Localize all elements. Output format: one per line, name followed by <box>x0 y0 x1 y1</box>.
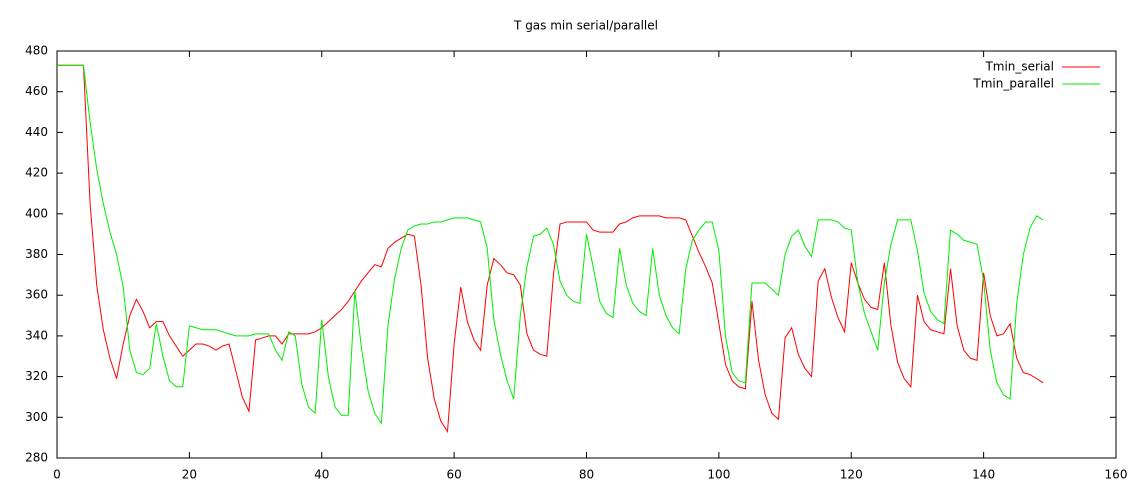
x-tick-label: 40 <box>314 468 329 482</box>
x-tick-label: 20 <box>182 468 197 482</box>
y-tick-label: 460 <box>25 84 48 98</box>
y-tick-label: 420 <box>25 166 48 180</box>
x-tick-label: 160 <box>1105 468 1128 482</box>
y-tick-label: 300 <box>25 410 48 424</box>
x-tick-label: 140 <box>972 468 995 482</box>
series-line <box>57 64 1044 425</box>
legend-label: Tmin_parallel <box>972 77 1054 91</box>
x-tick-label: 100 <box>707 468 730 482</box>
y-tick-label: 360 <box>25 288 48 302</box>
chart-title: T gas min serial/parallel <box>513 19 658 33</box>
y-tick-label: 320 <box>25 369 48 383</box>
y-tick-label: 440 <box>25 125 48 139</box>
x-tick-label: 80 <box>579 468 594 482</box>
y-tick-label: 280 <box>25 451 48 465</box>
y-tick-label: 380 <box>25 247 48 261</box>
legend-label: Tmin_serial <box>984 60 1054 74</box>
x-tick-label: 120 <box>840 468 863 482</box>
x-tick-label: 60 <box>446 468 461 482</box>
y-tick-label: 480 <box>25 44 48 58</box>
y-tick-label: 400 <box>25 206 48 220</box>
y-tick-label: 340 <box>25 328 48 342</box>
x-tick-label: 0 <box>53 468 61 482</box>
series-line <box>57 64 1044 434</box>
